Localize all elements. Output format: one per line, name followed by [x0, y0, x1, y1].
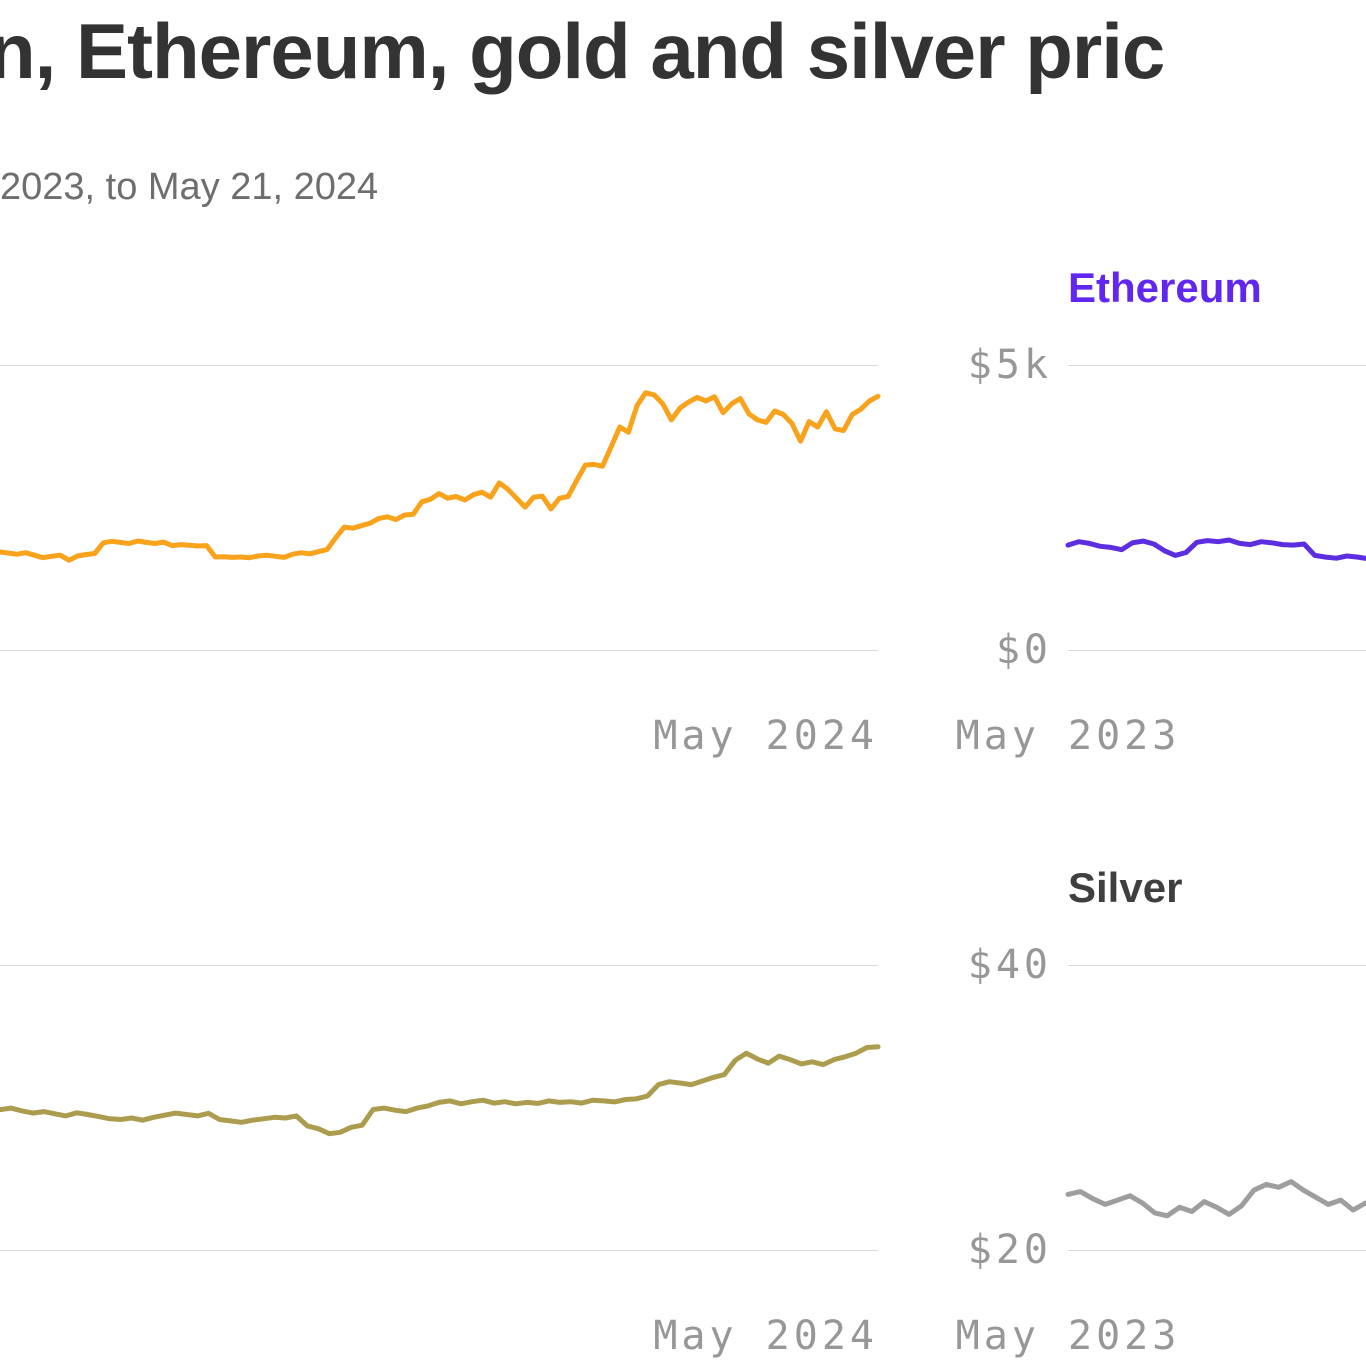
- gold-chart-panel: [0, 965, 881, 1251]
- bitcoin-line-chart: [0, 390, 881, 563]
- gridline: [1068, 365, 1366, 366]
- gridline: [0, 650, 878, 651]
- silver-line-chart: [1065, 1179, 1366, 1219]
- ethereum-x-axis-tick: May 2023: [955, 713, 1181, 759]
- bitcoin-x-axis-tick: May 2024: [653, 713, 878, 759]
- ethereum-y-axis-tick-5k: $5k: [967, 342, 1052, 388]
- ethereum-chart-panel: [1065, 365, 1366, 651]
- gridline: [0, 1250, 878, 1251]
- gold-line-chart: [0, 1044, 881, 1137]
- gridline: [1068, 650, 1366, 651]
- ethereum-y-axis-tick-0: $0: [995, 627, 1052, 673]
- silver-x-axis-tick: May 2023: [955, 1313, 1181, 1359]
- ethereum-line-chart: [1065, 537, 1366, 561]
- bitcoin-chart-panel: [0, 365, 881, 651]
- chart-title: n, Ethereum, gold and silver pric: [0, 7, 1165, 95]
- ethereum-panel-label: Ethereum: [1068, 264, 1262, 311]
- silver-y-axis-tick-40: $40: [967, 942, 1052, 988]
- gridline: [0, 365, 878, 366]
- silver-y-axis-tick-20: $20: [967, 1227, 1052, 1273]
- gold-x-axis-tick: May 2024: [653, 1313, 878, 1359]
- gridline: [1068, 965, 1366, 966]
- gridline: [1068, 1250, 1366, 1251]
- gridline: [0, 965, 878, 966]
- silver-panel-label: Silver: [1068, 864, 1183, 911]
- chart-subtitle: 2023, to May 21, 2024: [0, 166, 379, 208]
- silver-chart-panel: [1065, 965, 1366, 1251]
